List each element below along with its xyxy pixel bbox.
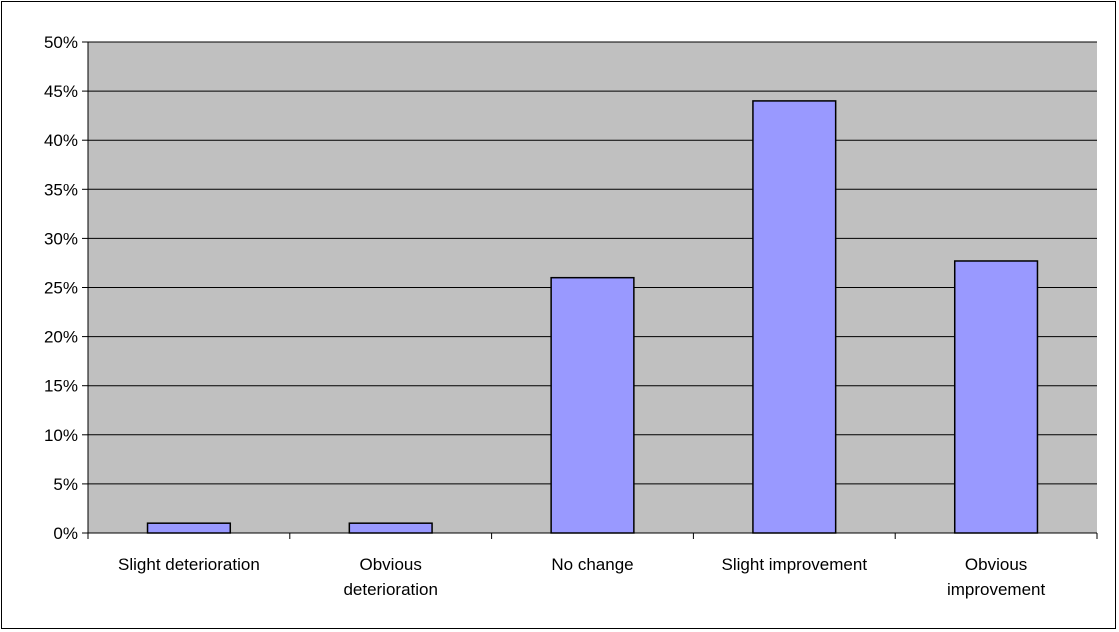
x-category-label: Slight deterioration xyxy=(118,555,260,574)
x-category-label: deterioration xyxy=(343,580,438,599)
x-category-label: No change xyxy=(551,555,633,574)
bar xyxy=(146,522,232,534)
y-tick-label: 45% xyxy=(44,82,78,101)
y-tick-label: 35% xyxy=(44,180,78,199)
x-category-label: Obvious xyxy=(965,555,1027,574)
bar xyxy=(752,100,837,534)
y-tick-label: 5% xyxy=(53,475,78,494)
y-tick-label: 40% xyxy=(44,131,78,150)
bar xyxy=(348,522,433,534)
bars xyxy=(146,100,1039,534)
x-category-label: improvement xyxy=(947,580,1046,599)
y-tick-label: 50% xyxy=(44,33,78,52)
y-tick-label: 10% xyxy=(44,426,78,445)
x-category-label: Obvious xyxy=(360,555,422,574)
x-axis-ticks: Slight deterioration Obvious deterioration… xyxy=(87,533,1098,599)
y-tick-label: 20% xyxy=(44,328,78,347)
bar xyxy=(953,260,1039,534)
y-tick-label: 25% xyxy=(44,279,78,298)
bar xyxy=(550,276,635,534)
y-tick-label: 30% xyxy=(44,229,78,248)
y-tick-label: 0% xyxy=(53,524,78,543)
y-axis-ticks: 0% 5% 10% 15% 20% 25% 30% 35% 40% 45% 50% xyxy=(44,33,88,543)
x-category-label: Slight improvement xyxy=(722,555,868,574)
y-tick-label: 15% xyxy=(44,377,78,396)
